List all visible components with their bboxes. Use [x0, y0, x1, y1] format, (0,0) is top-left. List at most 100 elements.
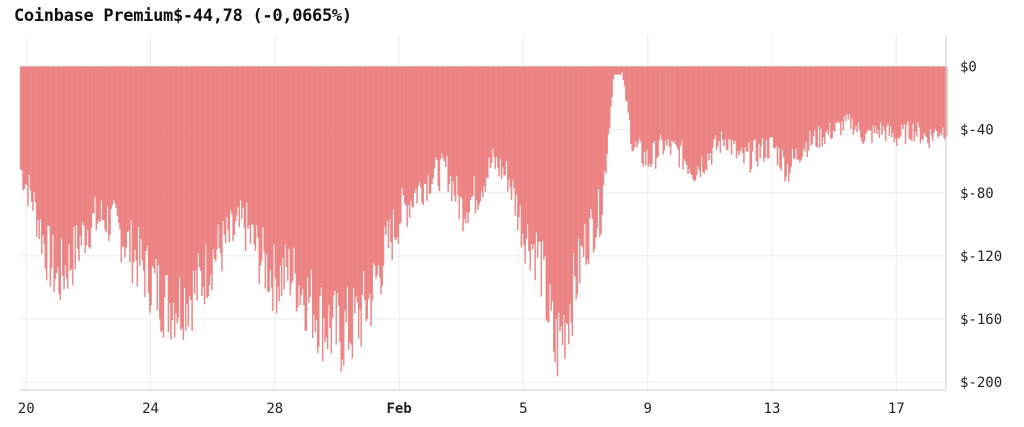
premium-bar-negative: [835, 66, 837, 123]
premium-bar-negative: [126, 66, 129, 233]
premium-bar-negative: [878, 66, 881, 138]
premium-bar-negative: [600, 66, 602, 234]
premium-bar-negative: [653, 66, 656, 142]
premium-bar-negative: [928, 66, 930, 149]
premium-bar-negative: [751, 66, 754, 152]
premium-bar-negative: [618, 66, 621, 75]
premium-bar-negative: [198, 66, 201, 268]
premium-bar-negative: [676, 66, 678, 147]
premium-bar-negative: [582, 66, 585, 257]
premium-bar-negative: [764, 66, 766, 158]
premium-bar-negative: [535, 66, 538, 233]
premium-bar-negative: [564, 66, 566, 359]
x-tick-label: 5: [519, 401, 527, 417]
premium-bar-negative: [658, 66, 661, 141]
premium-bar-negative: [325, 66, 327, 338]
premium-bar-negative: [44, 66, 47, 269]
premium-bar-negative: [509, 66, 511, 188]
premium-bar-negative: [626, 66, 628, 102]
premium-bar-negative: [24, 66, 27, 185]
premium-bar-negative: [140, 66, 142, 239]
premium-bar-negative: [662, 66, 664, 155]
premium-bar-negative: [742, 66, 744, 154]
premium-bar-negative: [727, 66, 729, 151]
premium-bar-negative: [908, 66, 910, 139]
premium-bar-negative: [585, 66, 587, 265]
premium-bar-negative: [673, 66, 676, 142]
premium-bar-negative: [789, 66, 791, 174]
premium-bar-negative: [814, 66, 816, 131]
premium-bar-negative: [779, 66, 781, 168]
premium-bar-negative: [937, 66, 939, 138]
premium-bar-negative: [637, 66, 639, 144]
premium-bar-negative: [452, 66, 454, 182]
premium-bar-negative: [867, 66, 869, 130]
premium-bar-negative: [788, 66, 790, 182]
premium-bar-negative: [287, 66, 289, 281]
premium-bar-negative: [290, 66, 293, 284]
premium-bar-negative: [402, 66, 405, 196]
premium-bar-negative: [553, 66, 555, 352]
premium-bar-negative: [729, 66, 731, 141]
premium-bar-negative: [175, 66, 177, 314]
premium-bar-negative: [137, 66, 140, 228]
premium-bar-negative: [574, 66, 576, 277]
premium-bar-negative: [590, 66, 592, 210]
premium-bar-negative: [413, 66, 416, 193]
premium-bar-negative: [903, 66, 905, 124]
premium-bar-negative: [371, 66, 373, 301]
premium-bar-negative: [817, 66, 820, 127]
premium-bar-negative: [39, 66, 42, 220]
premium-bar-negative: [200, 66, 202, 271]
premium-bar-negative: [283, 66, 285, 290]
premium-bar-negative: [594, 66, 596, 249]
premium-bar-negative: [341, 66, 344, 360]
premium-bar-negative: [462, 66, 464, 232]
premium-bar-negative: [280, 66, 283, 297]
premium-bar-negative: [879, 66, 882, 123]
premium-bar-negative: [507, 66, 509, 192]
premium-bar-negative: [207, 66, 209, 297]
premium-bar-negative: [694, 66, 697, 181]
premium-bar-negative: [338, 66, 340, 306]
premium-bar-negative: [623, 66, 626, 87]
premium-bar-negative: [432, 66, 434, 179]
premium-bar-negative: [697, 66, 699, 167]
premium-bar-negative: [249, 66, 252, 244]
premium-bar-negative: [925, 66, 928, 138]
premium-bar-negative: [886, 66, 888, 127]
premium-bar-negative: [513, 66, 515, 189]
premium-bar-negative: [253, 66, 255, 245]
premium-bar-negative: [454, 66, 457, 202]
premium-bar-negative: [123, 66, 125, 247]
x-tick-label: Feb: [386, 401, 411, 417]
premium-bar-negative: [284, 66, 286, 245]
premium-bar-negative: [387, 66, 390, 249]
premium-bar-negative: [114, 66, 116, 204]
premium-bar-negative: [668, 66, 671, 147]
premium-bar-negative: [420, 66, 422, 188]
premium-bar-negative: [79, 66, 81, 236]
y-tick-label: $-120: [960, 249, 1002, 265]
premium-bar-negative: [106, 66, 109, 207]
premium-bar-negative: [336, 66, 339, 294]
premium-bar-negative: [22, 66, 24, 191]
premium-bar-negative: [330, 66, 332, 354]
premium-bar-negative: [800, 66, 802, 161]
premium-bar-negative: [408, 66, 411, 218]
premium-bar-negative: [916, 66, 918, 137]
premium-bar-negative: [919, 66, 922, 144]
premium-bar-negative: [504, 66, 506, 176]
premium-bar-negative: [682, 66, 684, 170]
premium-bar-negative: [226, 66, 228, 218]
premium-bar-negative: [165, 66, 167, 276]
premium-bar-negative: [91, 66, 94, 213]
premium-bar-negative: [188, 66, 191, 296]
premium-bar-negative: [894, 66, 897, 139]
premium-bar-negative: [32, 66, 34, 211]
premium-bar-negative: [921, 66, 923, 139]
premium-bar-negative: [933, 66, 935, 133]
premium-bar-negative: [82, 66, 84, 222]
premium-bar-negative: [747, 66, 749, 152]
premium-bar-negative: [456, 66, 458, 176]
